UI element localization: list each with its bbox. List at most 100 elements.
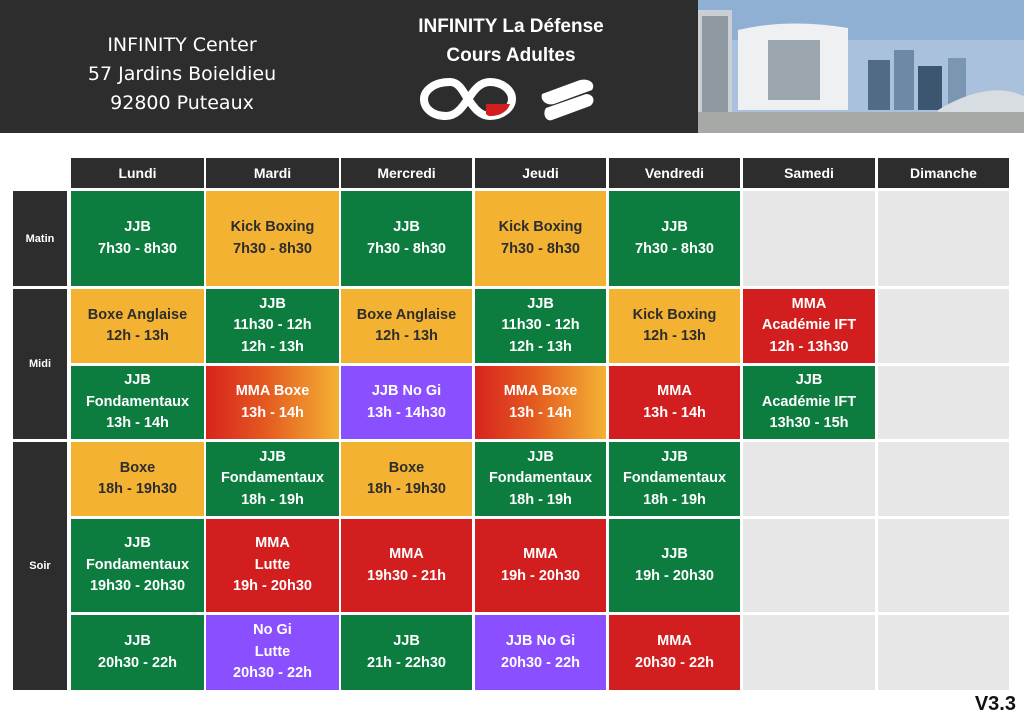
class-text: JJB: [527, 295, 554, 312]
class-text: Fondamentaux: [220, 470, 325, 487]
empty-cell: [743, 615, 875, 690]
empty-cell: [878, 615, 1009, 690]
class-text: 11h30 - 12h: [233, 317, 312, 334]
empty-cell: [743, 191, 875, 286]
class-text: Lutte: [254, 643, 291, 660]
empty-cell: [878, 519, 1009, 612]
class-cell: JJB No Gi 13h - 14h30: [341, 366, 472, 439]
class-text: 18h - 19h: [241, 491, 304, 508]
class-cell: Kick Boxing 7h30 - 8h30: [475, 191, 606, 286]
address-line-street: 57 Jardins Boieldieu: [87, 63, 277, 85]
empty-cell: [743, 442, 875, 516]
title-subtitle: Cours Adultes: [446, 45, 576, 66]
address-line-name: INFINITY Center: [107, 34, 257, 56]
class-cell: Boxe 18h - 19h30: [341, 442, 472, 516]
class-text: 20h30 - 22h: [501, 654, 580, 671]
class-text: 21h - 22h30: [367, 654, 446, 671]
class-cell: MMA 20h30 - 22h: [609, 615, 740, 690]
class-text: Kick Boxing: [632, 306, 717, 323]
class-cell: JJB 7h30 - 8h30: [609, 191, 740, 286]
class-text: 13h - 14h: [241, 404, 304, 421]
class-text: Lutte: [254, 556, 291, 573]
infinity-logo-icon: [420, 77, 516, 121]
class-cell: Kick Boxing 7h30 - 8h30: [206, 191, 339, 286]
class-cell: JJB Fondamentaux 19h30 - 20h30: [71, 519, 204, 612]
class-text: JJB: [393, 219, 420, 235]
day-header-jeudi: Jeudi: [475, 158, 606, 188]
class-text: MMA: [791, 295, 827, 312]
class-cell: JJB 7h30 - 8h30: [71, 191, 204, 286]
class-text: 20h30 - 22h: [635, 654, 714, 671]
class-text: 19h30 - 20h30: [89, 578, 186, 595]
class-cell: JJB Fondamentaux 18h - 19h: [206, 442, 339, 516]
class-text: Boxe: [119, 459, 156, 476]
period-label-soir: Soir: [13, 442, 67, 690]
header-banner: INFINITY Center 57 Jardins Boieldieu 928…: [0, 0, 1024, 133]
class-text: 18h - 19h30: [98, 481, 177, 497]
class-text: 13h - 14h: [509, 404, 572, 421]
period-label-midi: Midi: [13, 289, 67, 439]
class-text: 20h30 - 22h: [98, 654, 177, 671]
class-cell: No Gi Lutte 20h30 - 22h: [206, 615, 339, 690]
class-text: 12h - 13h: [509, 338, 572, 355]
class-text: Boxe Anglaise: [356, 306, 457, 323]
class-text: 13h - 14h: [643, 404, 706, 421]
class-text: JJB: [661, 448, 688, 465]
class-text: 20h30 - 22h: [233, 665, 312, 682]
class-cell: JJB 11h30 - 12h 12h - 13h: [206, 289, 339, 363]
class-text: JJB: [259, 448, 286, 465]
class-text: No Gi: [253, 622, 292, 639]
class-text: Académie IFT: [761, 393, 857, 410]
class-text: 12h - 13h: [106, 328, 169, 344]
class-text: JJB: [124, 219, 151, 235]
class-text: MMA: [523, 546, 558, 562]
class-text: Fondamentaux: [622, 470, 727, 487]
class-text: 11h30 - 12h: [501, 317, 580, 334]
class-text: Kick Boxing: [230, 219, 315, 235]
class-text: Boxe: [388, 459, 425, 476]
class-text: 12h - 13h: [241, 338, 304, 355]
class-text: 19h30 - 21h: [367, 567, 446, 584]
class-text: MMA Boxe: [503, 383, 578, 399]
empty-cell: [878, 366, 1009, 439]
class-cell: Kick Boxing 12h - 13h: [609, 289, 740, 363]
class-cell: JJB No Gi 20h30 - 22h: [475, 615, 606, 690]
class-text: 19h - 20h30: [233, 578, 312, 595]
class-text: 12h - 13h30: [769, 338, 849, 355]
class-text: MMA: [389, 546, 424, 562]
class-text: Académie IFT: [761, 317, 857, 334]
title-location: INFINITY La Défense: [418, 16, 604, 37]
class-cell: MMA Boxe 13h - 14h: [206, 366, 339, 439]
class-text: 19h - 20h30: [635, 567, 714, 584]
class-text: JJB No Gi: [505, 633, 576, 649]
class-text: Kick Boxing: [498, 219, 583, 235]
class-cell: MMA Boxe 13h - 14h: [475, 366, 606, 439]
class-text: JJB: [124, 633, 151, 649]
class-cell: JJB 19h - 20h30: [609, 519, 740, 612]
class-cell: JJB 21h - 22h30: [341, 615, 472, 690]
class-text: JJB: [124, 535, 151, 552]
gym-address: INFINITY Center 57 Jardins Boieldieu 928…: [62, 31, 302, 118]
class-text: 12h - 13h: [643, 328, 706, 344]
class-text: Boxe Anglaise: [87, 306, 188, 323]
class-text: 7h30 - 8h30: [635, 240, 714, 257]
day-header-vendredi: Vendredi: [609, 158, 740, 188]
class-text: 7h30 - 8h30: [233, 240, 312, 257]
class-text: JJB: [393, 633, 420, 649]
class-text: 19h - 20h30: [501, 567, 580, 584]
day-header-samedi: Samedi: [743, 158, 875, 188]
class-text: JJB: [795, 372, 823, 389]
class-text: 7h30 - 8h30: [98, 240, 177, 257]
class-cell: JJB 11h30 - 12h 12h - 13h: [475, 289, 606, 363]
class-cell: Boxe Anglaise 12h - 13h: [341, 289, 472, 363]
class-text: Fondamentaux: [85, 393, 190, 410]
class-cell: MMA 19h30 - 21h: [341, 519, 472, 612]
version-label: V3.3: [974, 693, 1016, 715]
class-text: JJB No Gi: [371, 383, 442, 399]
class-text: MMA: [657, 383, 692, 399]
class-text: 18h - 19h: [509, 491, 572, 508]
empty-cell: [878, 442, 1009, 516]
class-text: JJB: [661, 219, 688, 235]
class-text: Fondamentaux: [488, 470, 593, 487]
class-cell: MMA Lutte 19h - 20h30: [206, 519, 339, 612]
